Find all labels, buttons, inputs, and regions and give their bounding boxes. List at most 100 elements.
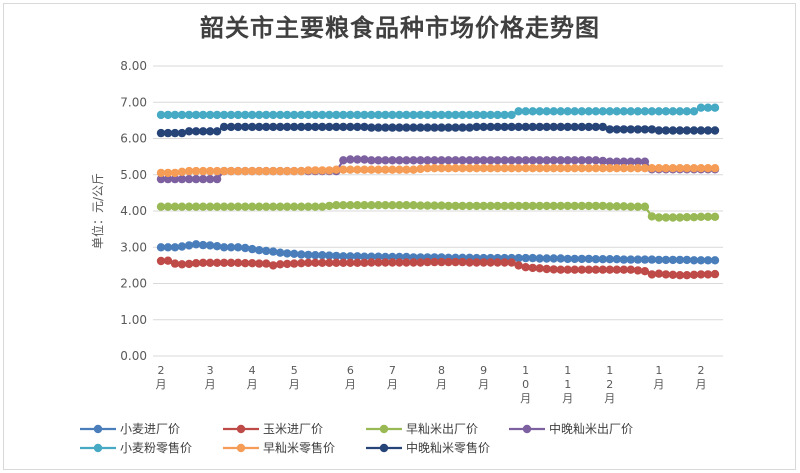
data-point xyxy=(479,122,488,132)
data-point xyxy=(549,201,558,211)
data-point xyxy=(388,258,397,267)
data-point xyxy=(255,202,264,211)
data-point xyxy=(451,164,460,173)
data-point xyxy=(458,123,467,132)
data-point xyxy=(479,110,488,120)
y-tick-label: 1.00 xyxy=(120,313,147,327)
data-point xyxy=(163,168,173,178)
data-point xyxy=(584,164,593,173)
data-point xyxy=(493,122,502,132)
data-point xyxy=(654,126,664,135)
data-point xyxy=(647,255,657,264)
data-point xyxy=(311,166,320,175)
data-point xyxy=(156,256,166,266)
data-point xyxy=(360,165,369,174)
data-point xyxy=(703,103,713,112)
data-point xyxy=(255,246,264,255)
data-point xyxy=(325,201,334,211)
data-point xyxy=(710,126,720,135)
data-point xyxy=(374,156,383,165)
legend-swatch xyxy=(80,424,116,433)
data-point xyxy=(339,165,348,174)
data-point xyxy=(577,164,586,173)
data-point xyxy=(409,258,418,267)
data-point xyxy=(528,253,537,263)
data-point xyxy=(451,156,460,165)
data-point xyxy=(304,166,313,175)
data-point xyxy=(353,165,362,174)
data-point xyxy=(395,123,404,132)
data-point xyxy=(514,261,523,270)
data-point xyxy=(332,122,341,132)
data-point xyxy=(675,271,685,280)
data-point xyxy=(353,258,362,267)
data-point xyxy=(612,202,621,211)
data-point xyxy=(205,110,215,120)
data-point xyxy=(241,122,250,132)
legend-item: 小麦粉零售价 xyxy=(80,439,223,456)
data-point xyxy=(556,156,565,165)
data-point xyxy=(388,123,397,132)
chart-frame xyxy=(3,3,796,470)
data-point xyxy=(703,212,713,221)
data-point xyxy=(577,107,586,116)
data-point xyxy=(479,258,488,267)
data-point xyxy=(374,110,383,120)
data-point xyxy=(304,110,313,120)
data-point xyxy=(563,201,572,211)
data-point xyxy=(367,156,376,165)
data-point xyxy=(577,254,586,264)
data-point xyxy=(177,110,187,120)
data-point xyxy=(703,256,713,265)
data-point xyxy=(598,201,607,211)
data-point xyxy=(675,107,685,116)
data-point xyxy=(535,201,544,211)
data-point xyxy=(493,156,502,165)
data-point xyxy=(325,258,334,267)
data-point xyxy=(374,165,383,174)
data-point xyxy=(163,256,173,265)
data-point xyxy=(626,125,635,134)
data-point xyxy=(640,202,650,211)
data-point xyxy=(332,110,341,120)
data-point xyxy=(451,123,460,132)
data-point xyxy=(423,110,432,120)
data-point xyxy=(647,125,657,134)
data-point xyxy=(339,201,348,210)
data-point xyxy=(493,258,502,267)
data-point xyxy=(654,255,664,265)
data-point xyxy=(514,164,523,173)
data-point xyxy=(528,156,537,165)
data-point xyxy=(212,110,222,120)
data-point xyxy=(668,164,678,173)
data-point xyxy=(191,166,201,176)
data-point xyxy=(500,122,509,132)
data-point xyxy=(374,258,383,267)
data-point xyxy=(542,201,551,211)
data-point xyxy=(556,265,565,274)
data-point xyxy=(598,255,607,264)
data-point xyxy=(325,166,334,175)
data-point xyxy=(402,156,411,165)
data-point xyxy=(444,156,453,165)
data-point xyxy=(346,122,355,132)
data-point xyxy=(458,110,467,120)
data-point xyxy=(276,248,285,257)
data-point xyxy=(276,202,285,211)
legend-label: 玉米进厂价 xyxy=(263,422,324,436)
data-point xyxy=(605,202,614,211)
data-point xyxy=(626,107,635,116)
data-point xyxy=(619,157,628,166)
data-point xyxy=(556,201,565,211)
data-point xyxy=(248,259,257,268)
data-point xyxy=(276,166,285,176)
data-point xyxy=(156,243,166,252)
data-point xyxy=(339,156,348,165)
data-point xyxy=(212,127,222,136)
data-point xyxy=(402,165,411,174)
data-point xyxy=(521,263,530,272)
data-point xyxy=(591,122,600,132)
